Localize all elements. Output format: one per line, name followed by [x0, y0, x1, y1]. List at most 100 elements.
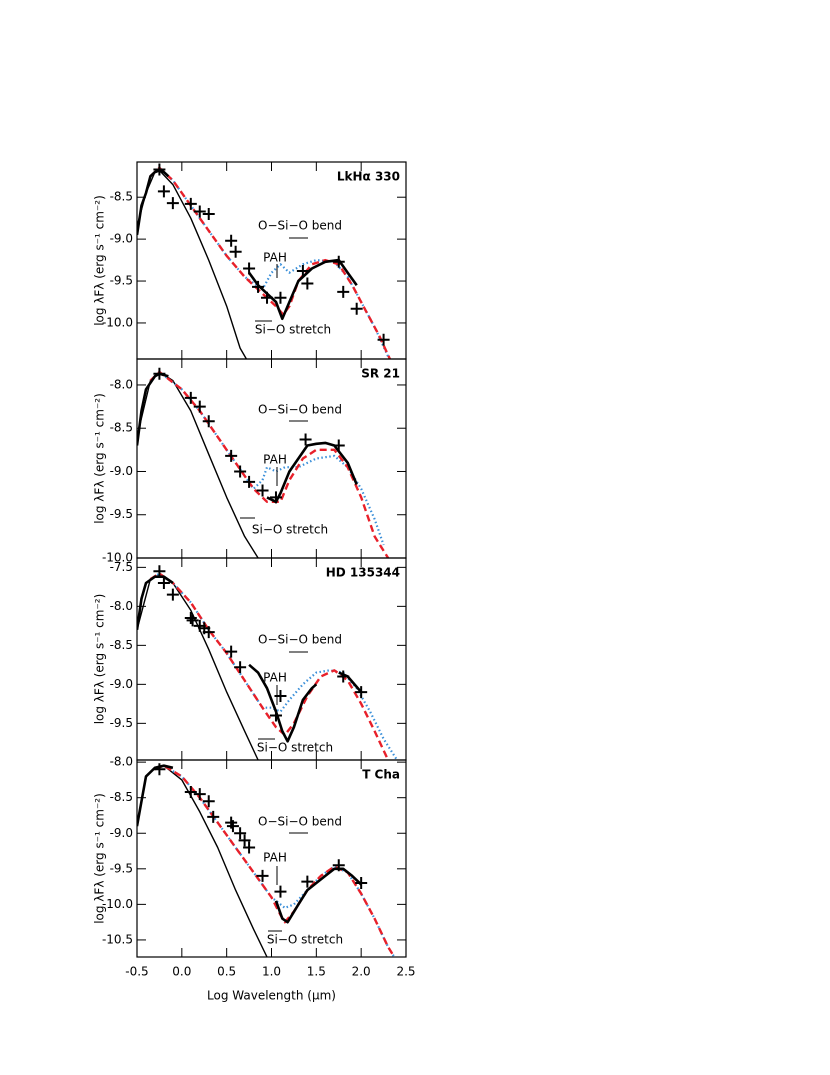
y-tick-label: -8.0 — [110, 377, 133, 391]
annotation: O−Si−O bend — [258, 219, 342, 233]
photometry-point — [225, 234, 238, 247]
y-tick-label: -8.5 — [110, 638, 133, 652]
annotation: O−Si−O bend — [258, 403, 342, 417]
x-tick-label: 0.5 — [217, 965, 236, 979]
photometry-point — [332, 439, 345, 452]
photometry-point — [193, 400, 206, 413]
model-line — [149, 370, 390, 558]
panel — [137, 565, 398, 760]
y-tick-label: -10.0 — [102, 315, 133, 329]
annotation: Si−O stretch — [252, 523, 328, 537]
photometry-point — [337, 670, 350, 683]
y-tick-label: -9.0 — [110, 232, 133, 246]
y-tick-label: -10.0 — [102, 551, 133, 565]
model-line — [137, 371, 259, 558]
annotation: Si−O stretch — [255, 323, 331, 337]
y-tick-label: -9.5 — [110, 274, 133, 288]
photometry-point — [202, 626, 215, 639]
photometry-point — [274, 291, 287, 304]
model-line — [137, 764, 363, 924]
photometry-point — [184, 786, 197, 799]
panel — [137, 163, 391, 359]
y-tick-label: -8.5 — [110, 190, 133, 204]
photometry-point — [202, 207, 215, 220]
y-tick-label: -8.5 — [110, 790, 133, 804]
photometry-point — [301, 875, 314, 888]
photometry-point — [153, 163, 166, 176]
y-axis-label: log λFλ (erg s⁻¹ cm⁻²) — [93, 393, 107, 524]
photometry-point — [238, 834, 251, 847]
y-tick-label: -8.0 — [110, 599, 133, 613]
photometry-point — [193, 788, 206, 801]
model-line — [149, 572, 398, 760]
photometry-point — [226, 820, 239, 833]
y-tick-label: -9.0 — [110, 677, 133, 691]
annotation: O−Si−O bend — [258, 815, 342, 829]
y-tick-label: -9.5 — [110, 507, 133, 521]
model-line — [137, 169, 248, 359]
photometry-point — [184, 612, 197, 625]
y-tick-label: -8.5 — [110, 421, 133, 435]
x-tick-label: 1.0 — [262, 965, 281, 979]
photometry-point — [157, 576, 170, 589]
y-tick-label: -10.5 — [102, 932, 133, 946]
photometry-point — [184, 391, 197, 404]
panel-title: HD 135344 — [326, 566, 400, 580]
panel-title: SR 21 — [361, 367, 400, 381]
annotation: PAH — [263, 851, 287, 865]
annotation: O−Si−O bend — [258, 633, 342, 647]
x-tick-label: 2.5 — [396, 965, 415, 979]
panel-title: T Cha — [362, 768, 400, 782]
plot-frame — [136, 759, 407, 958]
y-axis-label: log λFλ (erg s⁻¹ cm⁻²) — [93, 195, 107, 326]
y-tick-label: -7.5 — [110, 560, 133, 574]
photometry-point — [202, 795, 215, 808]
photometry-point — [252, 280, 265, 293]
photometry-point — [166, 197, 179, 210]
photometry-point — [234, 465, 247, 478]
model-line — [137, 169, 358, 321]
photometry-point — [186, 614, 199, 627]
photometry-point — [243, 841, 256, 854]
photometry-point — [256, 869, 269, 882]
photometry-point — [355, 686, 368, 699]
y-axis-label: log λFλ (erg s⁻¹ cm⁻²) — [93, 594, 107, 725]
y-axis-label: log λFλ (erg s⁻¹ cm⁻²) — [93, 793, 107, 924]
photometry-point — [350, 302, 363, 315]
photometry-point — [299, 433, 312, 446]
y-tick-label: -9.5 — [110, 861, 133, 875]
photometry-point — [153, 565, 166, 578]
photometry-point — [337, 285, 350, 298]
photometry-point — [355, 877, 368, 890]
photometry-point — [153, 763, 166, 776]
photometry-point — [332, 255, 345, 268]
photometry-point — [153, 367, 166, 380]
photometry-point — [184, 197, 197, 210]
panel-title: LkHα 330 — [337, 170, 400, 184]
photometry-point — [269, 709, 282, 722]
photometry-point — [243, 262, 256, 275]
photometry-point — [332, 859, 345, 872]
y-tick-label: -9.0 — [110, 826, 133, 840]
y-tick-label: -10.0 — [102, 897, 133, 911]
photometry-point — [202, 415, 215, 428]
x-tick-label: 2.0 — [352, 965, 371, 979]
photometry-point — [243, 475, 256, 488]
photometry-point — [377, 333, 390, 346]
model-line — [149, 572, 390, 760]
photometry-point — [229, 245, 242, 258]
photometry-point — [225, 449, 238, 462]
photometry-point — [207, 810, 220, 823]
x-tick-label: 1.5 — [307, 965, 326, 979]
y-tick-label: -9.5 — [110, 716, 133, 730]
photometry-point — [274, 885, 287, 898]
photometry-point — [256, 484, 269, 497]
photometry-point — [269, 491, 282, 504]
photometry-point — [274, 690, 287, 703]
photometry-point — [193, 205, 206, 218]
model-line — [137, 575, 363, 743]
photometry-point — [157, 185, 170, 198]
panel — [137, 763, 396, 957]
photometry-point — [301, 277, 314, 290]
